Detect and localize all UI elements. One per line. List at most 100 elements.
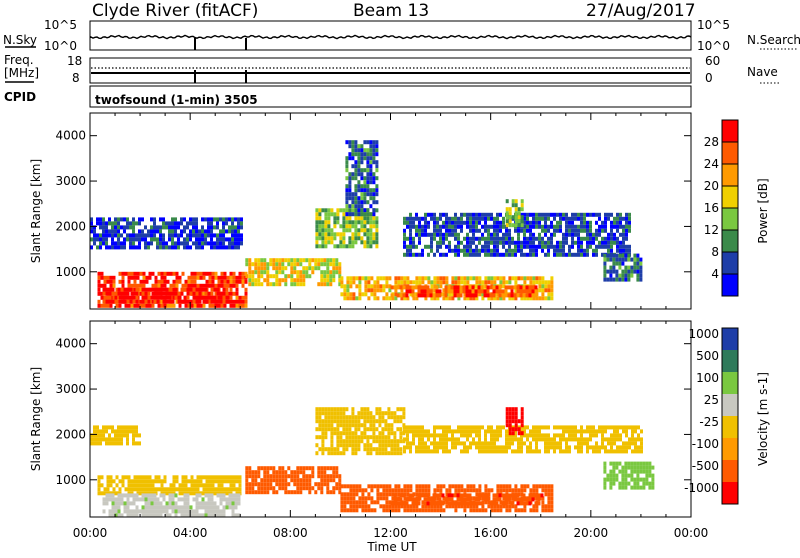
- velocity-colorbar-tick-label: -100: [692, 437, 719, 451]
- power-echo-region: [345, 140, 379, 217]
- velocity-colorbar-swatch: [722, 372, 738, 394]
- noise-right-tick-top: 10^5: [697, 18, 730, 32]
- power-panel: 1000 2000 3000 4000 Slant Range [km]: [29, 112, 692, 310]
- velocity-colorbar-swatch: [722, 460, 738, 482]
- power-ytick-label: 1000: [55, 265, 86, 279]
- power-echo-region: [603, 253, 643, 282]
- velocity-colorbar-swatch: [722, 350, 738, 372]
- x-tick-label: 12:00: [373, 526, 408, 540]
- power-echo-region: [315, 208, 379, 249]
- velocity-colorbar-tick-label: 100: [696, 371, 719, 385]
- velocity-ytick-label: 3000: [55, 382, 86, 396]
- velocity-colorbar-tick-label: -500: [692, 459, 719, 473]
- date-title: 27/Aug/2017: [586, 1, 696, 21]
- power-colorbar-tick-label: 16: [704, 201, 719, 215]
- power-colorbar-swatch: [722, 208, 738, 230]
- power-ylabel: Slant Range [km]: [29, 159, 43, 263]
- power-echo-region: [90, 217, 243, 250]
- power-data: [90, 140, 643, 308]
- power-colorbar-swatch: [722, 274, 738, 296]
- velocity-colorbar-label: Velocity [m s-1]: [756, 372, 770, 466]
- noise-left-label: N.Sky: [3, 33, 37, 47]
- power-echo-region: [245, 258, 342, 287]
- velocity-ytick-label: 4000: [55, 337, 86, 351]
- power-echo-region: [403, 212, 631, 257]
- power-echo-region: [505, 199, 524, 228]
- velocity-echo-region: [390, 493, 544, 506]
- velocity-ylabel: Slant Range [km]: [29, 367, 43, 471]
- velocity-echo-region: [90, 425, 141, 446]
- velocity-colorbar: 1000 500 100 25 -25 -100 -500 -1000: [684, 327, 739, 505]
- x-tick-label: 00:00: [73, 526, 108, 540]
- velocity-colorbar-tick-label: -25: [699, 415, 719, 429]
- power-ytick-label: 2000: [55, 219, 86, 233]
- power-colorbar-swatch: [722, 230, 738, 252]
- x-axis-label: Time UT: [366, 540, 417, 554]
- velocity-echo-region: [505, 407, 524, 436]
- nave-tick-bottom: 0: [705, 71, 713, 85]
- power-colorbar-tick-label: 8: [711, 245, 719, 259]
- noise-panel: N.Sky 10^5 10^0 10^5 10^0 N.Search: [3, 18, 800, 53]
- velocity-colorbar-swatch: [722, 394, 738, 416]
- noise-right-label: N.Search: [747, 33, 800, 47]
- velocity-panel: 1000 2000 3000 4000 Slant Range [km]: [29, 320, 692, 518]
- x-tick-label: 20:00: [574, 526, 609, 540]
- velocity-echo-region: [315, 407, 406, 456]
- velocity-colorbar-frame: [721, 327, 739, 505]
- power-axes: 1000 2000 3000 4000: [55, 113, 692, 309]
- velocity-echo-region: [403, 425, 643, 454]
- velocity-colorbar-tick-label: 1000: [688, 327, 719, 341]
- power-colorbar-tick-label: 12: [704, 223, 719, 237]
- velocity-colorbar-tick-label: 25: [704, 393, 719, 407]
- velocity-echo-region: [245, 466, 342, 495]
- velocity-colorbar-tick-label: 500: [696, 349, 719, 363]
- velocity-colorbar-tick-label: -1000: [684, 481, 719, 495]
- velocity-ytick-label: 1000: [55, 473, 86, 487]
- noise-left-tick-top: 10^5: [44, 18, 77, 32]
- power-colorbar-tick-label: 24: [704, 157, 719, 171]
- cpid-value: twofsound (1-min) 3505: [95, 93, 258, 107]
- x-tick-label: 00:00: [674, 526, 709, 540]
- velocity-colorbar-swatch: [722, 328, 738, 350]
- velocity-axes: 1000 2000 3000 4000: [55, 321, 692, 517]
- power-ytick-label: 3000: [55, 174, 86, 188]
- freq-label-line2: [MHz]: [4, 66, 39, 80]
- freq-tick-top: 18: [67, 54, 82, 68]
- velocity-echo-region: [603, 461, 655, 490]
- power-colorbar-swatch: [722, 164, 738, 186]
- noise-trace: [90, 34, 692, 40]
- velocity-colorbar-swatch: [722, 482, 738, 504]
- velocity-ytick-label: 2000: [55, 427, 86, 441]
- power-ytick-label: 4000: [55, 129, 86, 143]
- power-colorbar-tick-label: 20: [704, 179, 719, 193]
- power-colorbar-tick-label: 28: [704, 135, 719, 149]
- noise-right-tick-bottom: 10^0: [697, 39, 730, 53]
- velocity-echo-region: [102, 493, 241, 518]
- power-colorbar-tick-label: 4: [711, 267, 719, 281]
- nave-label: Nave: [747, 65, 778, 79]
- power-colorbar: 4 8 12 16 20 24 28: [704, 119, 739, 297]
- velocity-data: [90, 407, 655, 518]
- x-axis-ticks: 00:00 04:00 08:00 12:00 16:00 20:00 00:00: [73, 526, 709, 540]
- x-tick-label: 16:00: [473, 526, 508, 540]
- power-colorbar-label: Power [dB]: [756, 178, 770, 243]
- power-echo-region: [390, 285, 538, 298]
- station-title: Clyde River (fitACF): [92, 1, 258, 21]
- velocity-colorbar-swatch: [722, 438, 738, 460]
- freq-label-line1: Freq.: [4, 53, 34, 67]
- cpid-label: CPID: [4, 90, 36, 104]
- freq-panel: Freq. [MHz] 18 8 60 0 Nave: [4, 53, 780, 85]
- power-echo-region: [102, 287, 229, 304]
- freq-tick-bottom: 8: [72, 71, 80, 85]
- x-tick-label: 08:00: [273, 526, 308, 540]
- x-tick-label: 04:00: [173, 526, 208, 540]
- beam-title: Beam 13: [353, 1, 429, 21]
- power-colorbar-swatch: [722, 142, 738, 164]
- velocity-echo-region: [97, 475, 242, 496]
- power-colorbar-swatch: [722, 186, 738, 208]
- velocity-colorbar-swatch: [722, 416, 738, 438]
- power-colorbar-swatch: [722, 120, 738, 142]
- nave-tick-top: 60: [705, 54, 720, 68]
- power-colorbar-swatch: [722, 252, 738, 274]
